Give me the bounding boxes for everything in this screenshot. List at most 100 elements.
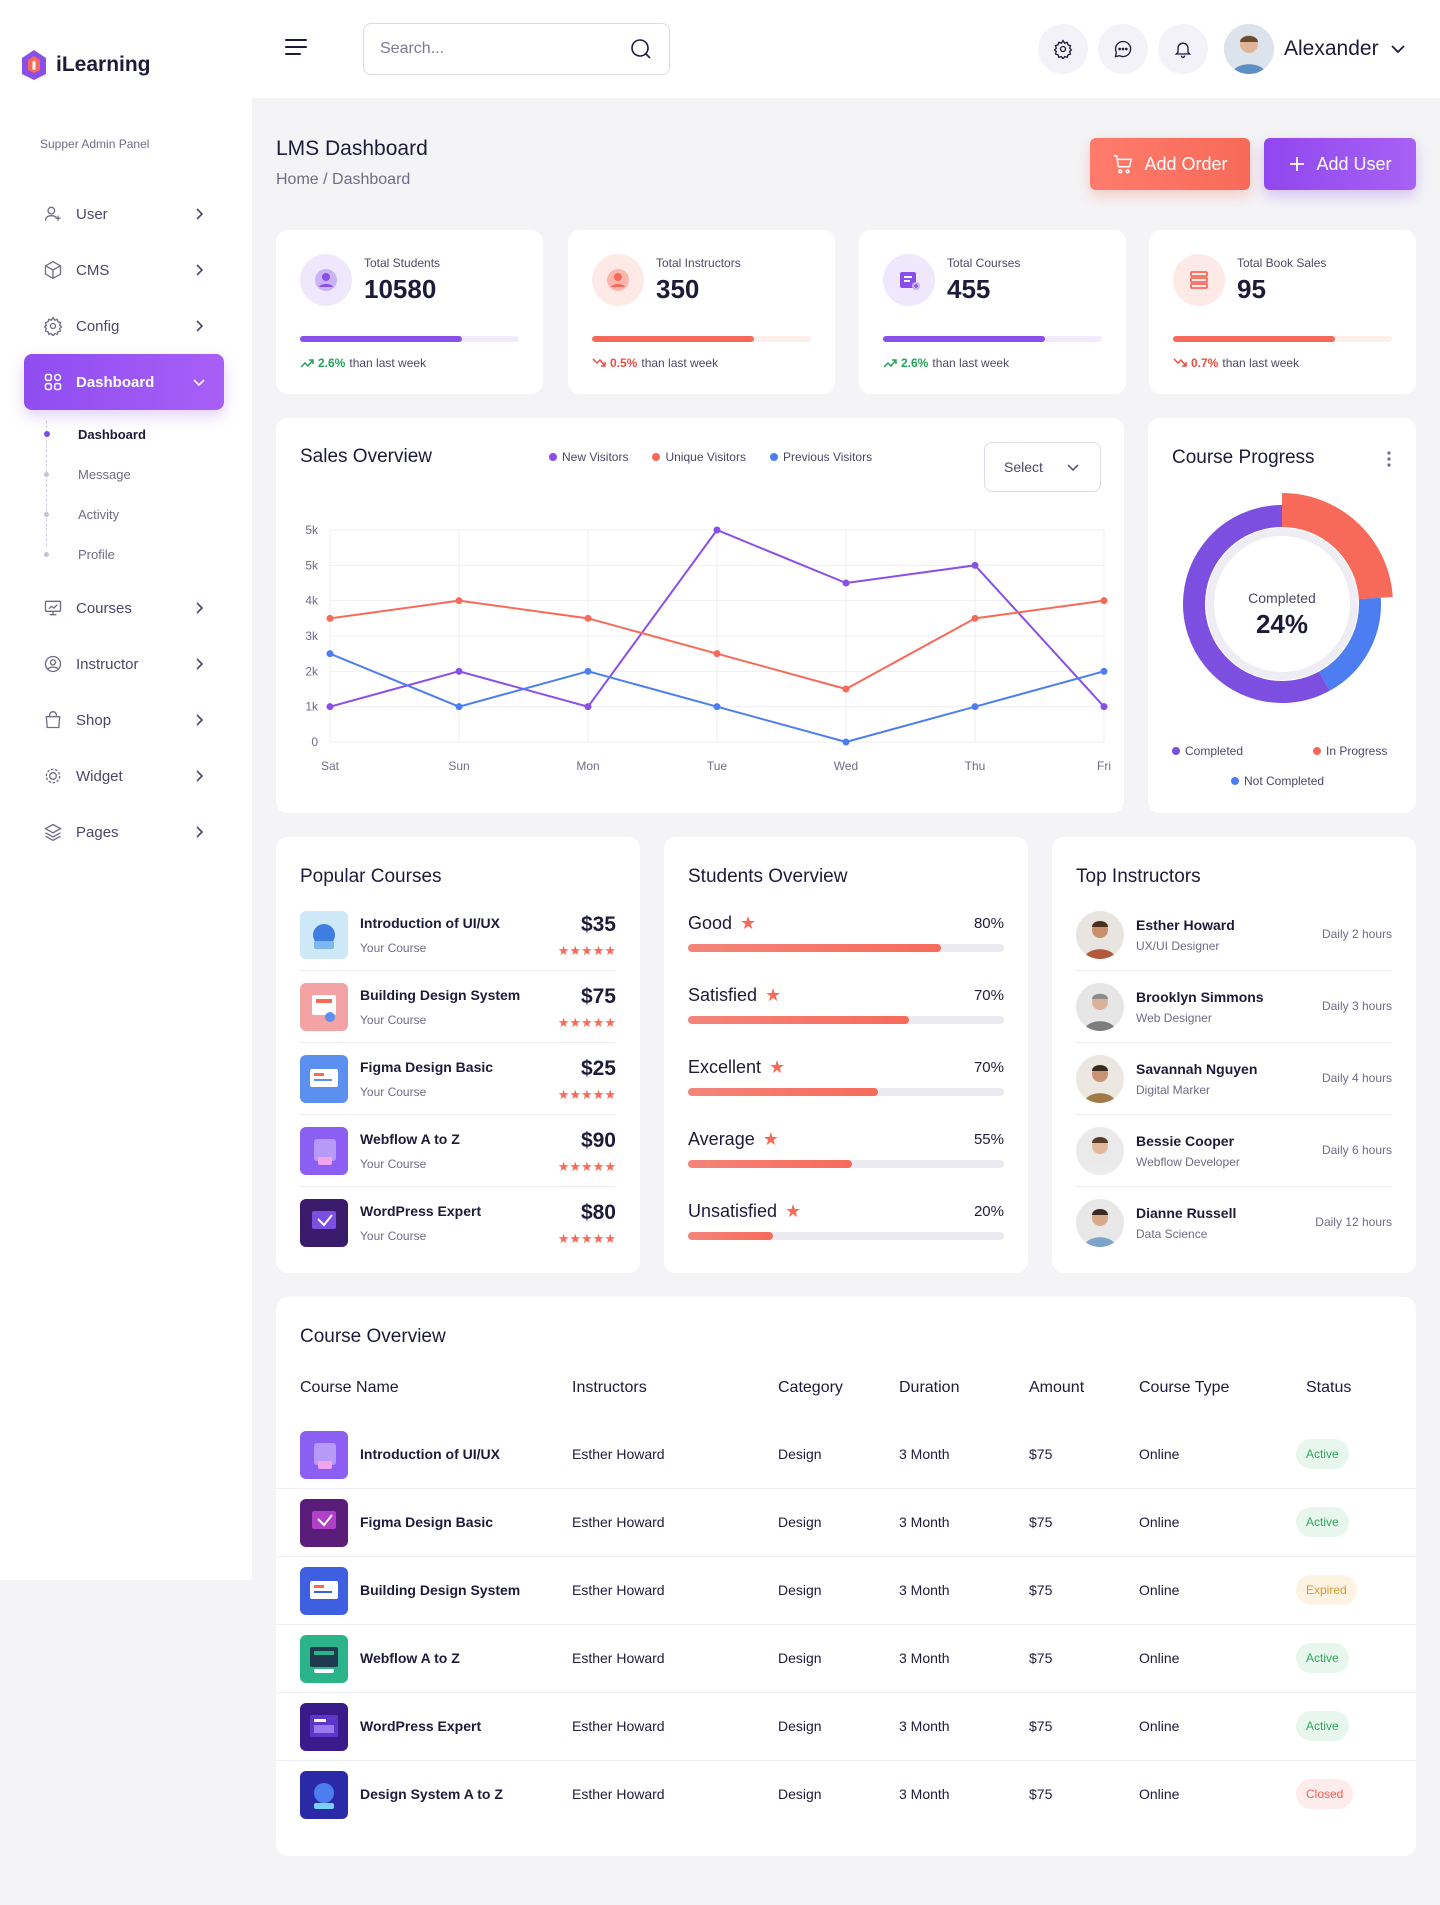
rating-bar-fill: [688, 944, 941, 952]
amount-cell: $75: [1029, 1446, 1053, 1462]
subnav-item-activity[interactable]: Activity: [44, 494, 224, 534]
list-item[interactable]: Webflow A to Z Your Course $90 ★★★★★: [300, 1115, 616, 1187]
column-header[interactable]: Course Name: [300, 1379, 399, 1396]
sidebar-item-shop[interactable]: Shop: [24, 692, 224, 748]
subnav-item-dashboard[interactable]: Dashboard: [44, 414, 224, 454]
bullet-icon: [44, 471, 49, 477]
star-icon: ★: [765, 985, 782, 1005]
gear-icon: [42, 315, 64, 337]
books-stack-icon: [1173, 254, 1225, 306]
user-menu[interactable]: Alexander: [1224, 24, 1407, 74]
sidebar-item-config[interactable]: Config: [24, 298, 224, 354]
chevron-right-icon: [196, 602, 204, 614]
list-item[interactable]: Dianne Russell Data Science Daily 12 hou…: [1076, 1187, 1392, 1259]
stat-trend-pct: 2.6%: [901, 356, 929, 370]
rating-bar: [688, 1232, 1004, 1240]
sidebar-item-widget[interactable]: Widget: [24, 748, 224, 804]
data-point: [971, 561, 979, 569]
chevron-right-icon: [196, 264, 204, 276]
list-item[interactable]: Esther Howard UX/UI Designer Daily 2 hou…: [1076, 899, 1392, 971]
add-user-button[interactable]: Add User: [1264, 138, 1416, 190]
donut-slice: [1281, 493, 1393, 600]
sidebar-item-user[interactable]: User: [24, 186, 224, 242]
instructor-name: Savannah Nguyen: [1136, 1061, 1258, 1077]
stat-progress-fill: [592, 336, 755, 342]
y-tick-label: 3k: [305, 629, 319, 643]
course-name: WordPress Expert: [360, 1203, 482, 1219]
column-header[interactable]: Course Type: [1139, 1379, 1230, 1396]
instructor-cell: Esther Howard: [572, 1582, 665, 1598]
sidebar-item-cms[interactable]: CMS: [24, 242, 224, 298]
y-tick-label: 0: [311, 735, 318, 749]
column-header[interactable]: Instructors: [572, 1379, 647, 1396]
notifications-button[interactable]: [1158, 24, 1208, 74]
stat-progress-fill: [883, 336, 1046, 342]
list-item[interactable]: Brooklyn Simmons Web Designer Daily 3 ho…: [1076, 971, 1392, 1043]
data-point: [584, 703, 592, 711]
table-row[interactable]: Design System A to Z Esther Howard Desig…: [276, 1761, 1416, 1829]
course-name: Introduction of UI/UX: [360, 915, 500, 931]
panel-label: Supper Admin Panel: [40, 137, 150, 151]
course-thumbnail: [300, 911, 348, 959]
duration-cell: 3 Month: [899, 1582, 950, 1598]
settings-button[interactable]: [1038, 24, 1088, 74]
instructor-cell: Esther Howard: [572, 1446, 665, 1462]
list-item[interactable]: Savannah Nguyen Digital Marker Daily 4 h…: [1076, 1043, 1392, 1115]
search-icon[interactable]: [629, 37, 653, 61]
data-point: [1100, 597, 1108, 605]
add-order-label: Add Order: [1144, 153, 1228, 174]
course-name: Webflow A to Z: [360, 1131, 460, 1147]
rating-row: Excellent ★ 70%: [688, 1057, 1004, 1129]
x-tick-label: Wed: [834, 759, 858, 773]
column-header[interactable]: Category: [778, 1379, 843, 1396]
rating-label: Excellent ★: [688, 1057, 785, 1078]
list-item[interactable]: Building Design System Your Course $75 ★…: [300, 971, 616, 1043]
legend-dot: [1313, 747, 1321, 755]
more-icon[interactable]: [1386, 450, 1392, 468]
list-item[interactable]: Introduction of UI/UX Your Course $35 ★★…: [300, 899, 616, 971]
sidebar-item-courses[interactable]: Courses: [24, 580, 224, 636]
table-row[interactable]: Building Design System Esther Howard Des…: [276, 1557, 1416, 1625]
sidebar-item-instructor[interactable]: Instructor: [24, 636, 224, 692]
search-input[interactable]: [380, 40, 629, 58]
legend-new-visitors[interactable]: New Visitors: [549, 450, 628, 464]
subnav-item-message[interactable]: Message: [44, 454, 224, 494]
list-item[interactable]: WordPress Expert Your Course $80 ★★★★★: [300, 1187, 616, 1259]
subnav-item-profile[interactable]: Profile: [44, 534, 224, 574]
course-overview-card: Course Overview Course Name Instructors …: [276, 1297, 1416, 1856]
popular-courses-card: Popular Courses Introduction of UI/UX Yo…: [276, 837, 640, 1273]
course-thumbnail: [300, 1635, 348, 1683]
sidebar-item-pages[interactable]: Pages: [24, 804, 224, 860]
stat-trend-suffix: than last week: [641, 356, 719, 370]
sidebar-item-dashboard[interactable]: Dashboard: [24, 354, 224, 410]
popular-title: Popular Courses: [300, 866, 442, 887]
messages-button[interactable]: [1098, 24, 1148, 74]
period-select[interactable]: Select: [984, 442, 1101, 492]
table-row[interactable]: WordPress Expert Esther Howard Design 3 …: [276, 1693, 1416, 1761]
list-item[interactable]: Bessie Cooper Webflow Developer Daily 6 …: [1076, 1115, 1392, 1187]
legend-previous-visitors[interactable]: Previous Visitors: [769, 450, 872, 464]
amount-cell: $75: [1029, 1650, 1053, 1666]
table-row[interactable]: Introduction of UI/UX Esther Howard Desi…: [276, 1421, 1416, 1489]
table-row[interactable]: Webflow A to Z Esther Howard Design 3 Mo…: [276, 1625, 1416, 1693]
data-point: [713, 650, 721, 658]
column-header[interactable]: Amount: [1029, 1379, 1085, 1396]
trend-up-icon: [883, 359, 897, 368]
instructor-cell: Esther Howard: [572, 1514, 665, 1530]
rating-bar: [688, 1088, 1004, 1096]
column-header[interactable]: Status: [1306, 1379, 1352, 1396]
column-header[interactable]: Duration: [899, 1379, 960, 1396]
course-thumbnail: [300, 1771, 348, 1819]
table-row[interactable]: Figma Design Basic Esther Howard Design …: [276, 1489, 1416, 1557]
legend-unique-visitors[interactable]: Unique Visitors: [652, 450, 746, 464]
add-order-button[interactable]: Add Order: [1090, 138, 1250, 190]
stat-progress-bar: [883, 336, 1102, 342]
menu-icon[interactable]: [285, 38, 307, 56]
list-item[interactable]: Figma Design Basic Your Course $25 ★★★★★: [300, 1043, 616, 1115]
sidebar-item-label: Shop: [76, 711, 112, 729]
amount-cell: $75: [1029, 1718, 1053, 1734]
breadcrumb[interactable]: Home / Dashboard: [276, 171, 411, 188]
brand-logo[interactable]: iLearning: [20, 48, 151, 82]
bell-icon: [1174, 42, 1192, 58]
trend-down-icon: [1173, 358, 1187, 367]
